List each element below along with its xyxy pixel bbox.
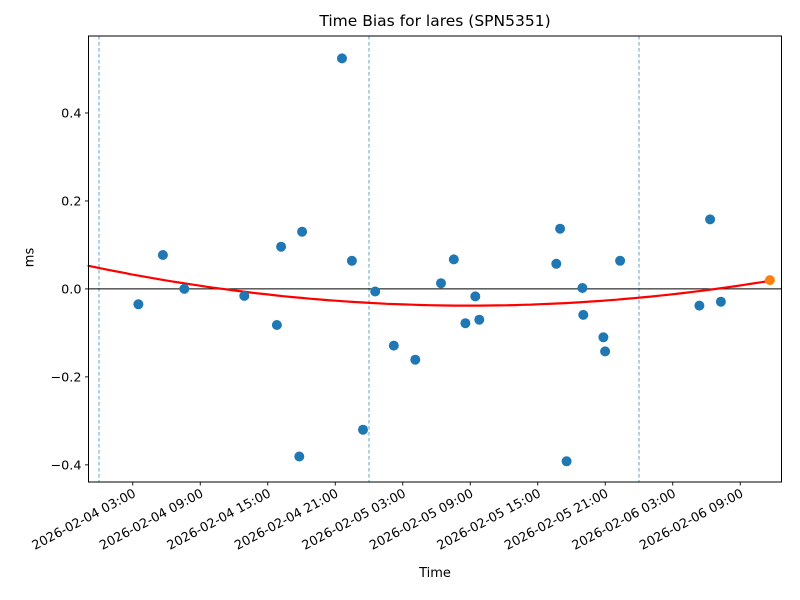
data-point [133,299,144,310]
data-point [448,254,459,265]
plot-frame [88,35,782,483]
y-tick-label: 0.0 [61,282,81,297]
data-point [370,286,381,297]
data-point [297,226,308,237]
y-tick-label: 0.2 [61,194,81,209]
y-tick-label: −0.2 [50,370,81,385]
data-point [271,320,282,330]
data-point [598,332,609,343]
data-point [358,424,368,435]
data-point [410,354,421,365]
data-point [470,291,481,302]
data-point [694,300,705,311]
data-point [561,456,572,467]
data-point [294,451,305,462]
data-point [705,214,716,225]
data-point [346,255,357,266]
data-point [239,290,250,301]
data-point [715,296,726,307]
data-point [436,278,446,289]
data-point [551,258,562,269]
fit-curve [87,264,771,307]
y-tick-label: 0.4 [61,106,81,121]
data-point [615,255,626,266]
data-point [577,283,588,293]
data-point [157,250,168,260]
data-point [460,318,471,329]
data-point [276,241,287,252]
data-point [578,309,589,320]
x-axis-label: Time [419,566,451,581]
data-point [555,223,566,234]
y-tick-label: −0.4 [50,458,81,473]
latest-data-point [764,275,775,286]
chart-title: Time Bias for lares (SPN5351) [319,12,551,30]
data-point [600,346,611,357]
data-point [337,53,347,64]
data-point [388,340,399,351]
data-point [179,283,190,294]
data-point [474,314,485,325]
